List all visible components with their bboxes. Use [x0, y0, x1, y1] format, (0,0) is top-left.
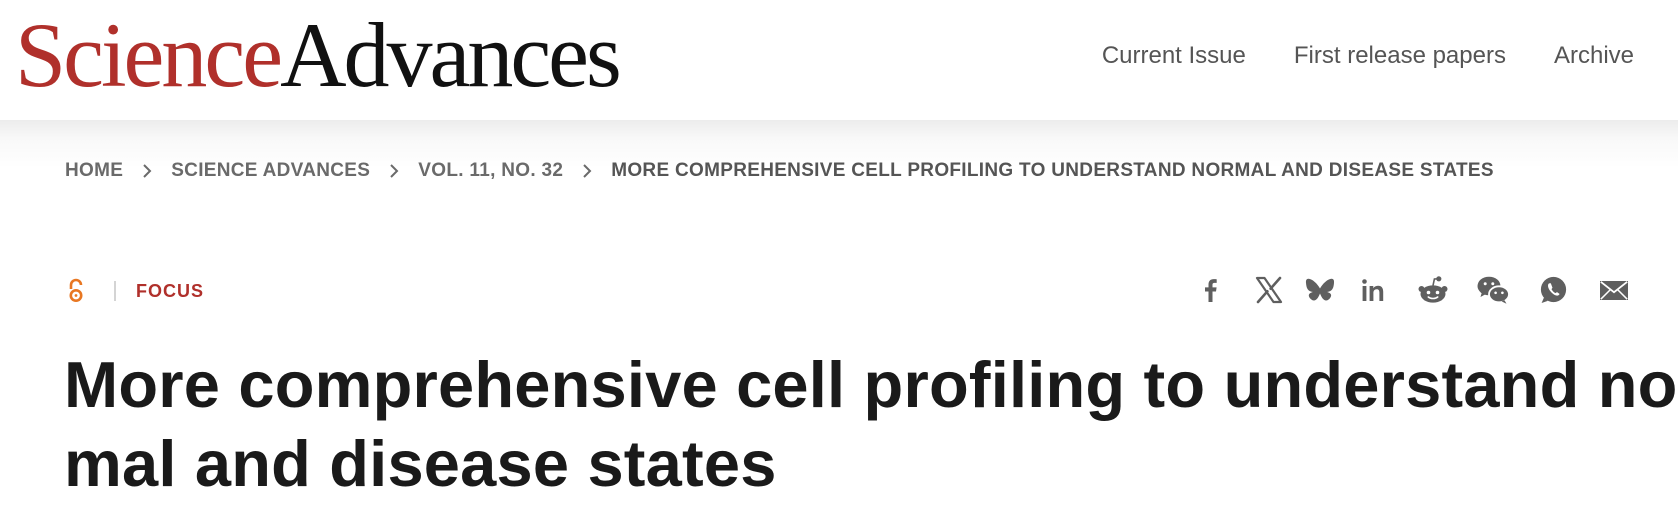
breadcrumb-current-article: MORE COMPREHENSIVE CELL PROFILING TO UND… — [611, 160, 1494, 181]
header-shadow-band — [0, 120, 1678, 224]
chevron-right-icon — [123, 158, 171, 184]
chevron-right-icon — [563, 158, 611, 184]
article-meta: FOCUS — [66, 276, 204, 306]
article-title: More comprehensive cell profiling to und… — [64, 345, 1678, 503]
article-title-line-2: mal and disease states — [64, 427, 777, 500]
logo-science-text: Science — [15, 4, 283, 106]
article-title-line-1: More comprehensive cell profiling to und… — [64, 348, 1678, 421]
whatsapp-icon[interactable] — [1533, 270, 1573, 310]
nav-first-release-papers[interactable]: First release papers — [1293, 42, 1506, 69]
site-header: ScienceAdvances Current Issue First rele… — [0, 0, 1678, 120]
x-icon[interactable] — [1249, 270, 1289, 310]
meta-divider — [114, 281, 116, 301]
main-nav: Current Issue First release papers Archi… — [1102, 36, 1634, 76]
logo-advances-text: Advances — [280, 4, 622, 106]
reddit-icon[interactable] — [1413, 270, 1453, 310]
article-type-label: FOCUS — [136, 281, 204, 301]
share-toolbar — [1190, 270, 1658, 310]
chevron-right-icon — [370, 158, 418, 184]
breadcrumb: HOME SCIENCE ADVANCES VOL. 11, NO. 32 MO… — [65, 158, 1494, 184]
breadcrumb-issue[interactable]: VOL. 11, NO. 32 — [418, 160, 564, 181]
nav-archive[interactable]: Archive — [1553, 42, 1634, 69]
science-advances-logo[interactable]: ScienceAdvances — [15, 9, 622, 101]
wechat-icon[interactable] — [1473, 270, 1513, 310]
nav-current-issue[interactable]: Current Issue — [1101, 42, 1246, 69]
facebook-icon[interactable] — [1190, 270, 1230, 310]
breadcrumb-journal[interactable]: SCIENCE ADVANCES — [171, 160, 371, 181]
bluesky-icon[interactable] — [1300, 270, 1340, 310]
email-icon[interactable] — [1593, 270, 1633, 310]
open-access-icon — [66, 278, 86, 304]
linkedin-icon[interactable] — [1353, 270, 1393, 310]
breadcrumb-home[interactable]: HOME — [65, 160, 124, 181]
